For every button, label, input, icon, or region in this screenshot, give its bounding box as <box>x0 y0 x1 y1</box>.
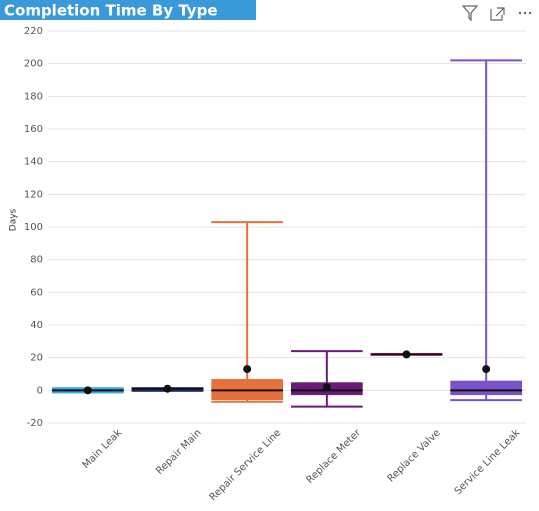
toolbar[interactable] <box>461 5 532 22</box>
title-bar <box>0 0 256 20</box>
box <box>450 380 523 396</box>
y-tick-label: 120 <box>24 189 43 200</box>
y-tick-label: 0 <box>37 385 43 396</box>
mean-marker <box>243 365 252 374</box>
chart-title: Completion Time By Type <box>4 2 218 20</box>
mean-marker <box>83 386 92 395</box>
more-icon[interactable] <box>518 11 532 15</box>
y-tick-label: 80 <box>30 255 43 266</box>
y-tick-label: 60 <box>30 287 43 298</box>
mean-marker <box>482 365 491 374</box>
filter-icon[interactable] <box>461 5 479 22</box>
y-tick-label: 20 <box>30 353 43 364</box>
y-axis-label: Days <box>9 208 19 231</box>
y-tick-label: 140 <box>24 157 43 168</box>
y-tick-label: -20 <box>27 418 43 429</box>
focus-icon[interactable] <box>490 7 505 21</box>
mean-marker <box>402 350 411 359</box>
mean-marker <box>163 384 172 393</box>
y-tick-label: 160 <box>24 124 43 135</box>
y-tick-label: 220 <box>24 26 43 37</box>
y-tick-label: 200 <box>24 59 43 70</box>
mean-marker <box>322 383 331 392</box>
y-tick-label: 180 <box>24 91 43 102</box>
y-tick-label: 40 <box>30 320 43 331</box>
y-tick-label: 100 <box>24 222 43 233</box>
